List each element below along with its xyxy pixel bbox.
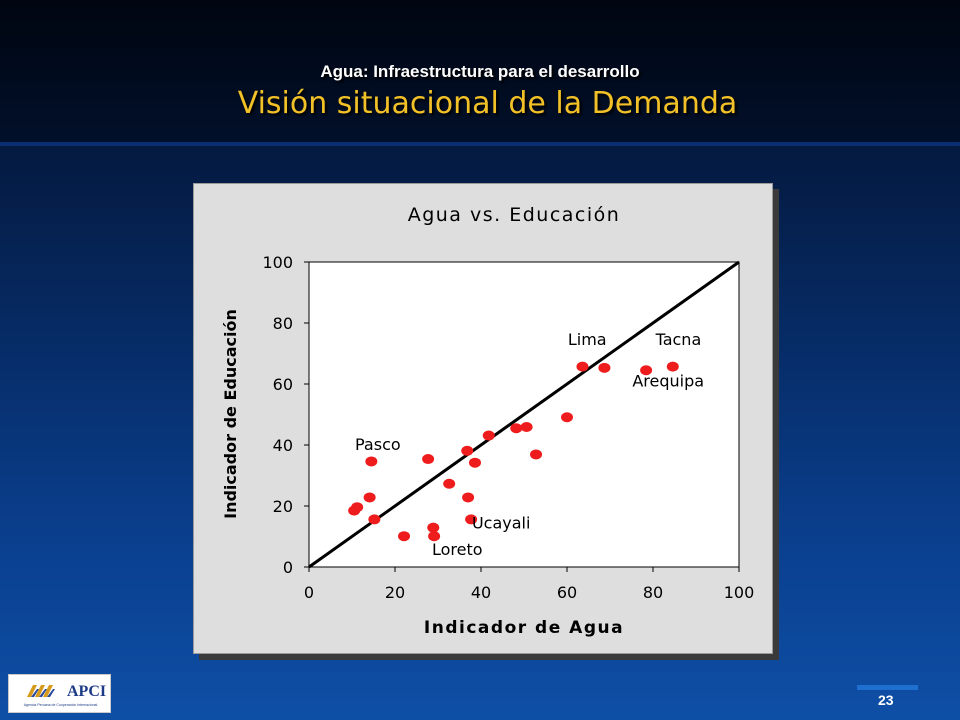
x-axis-label: Indicador de Agua	[424, 618, 624, 638]
x-tick-label: 20	[385, 583, 405, 602]
apci-logo-tagline: Agencia Peruana de Cooperación Internaci…	[23, 703, 98, 707]
apci-logo-mark-icon	[27, 685, 55, 697]
data-point	[666, 361, 679, 372]
data-point	[443, 478, 456, 489]
point-annotation: Lima	[568, 330, 607, 349]
reference-diagonal-line	[308, 260, 740, 569]
x-tick-label: 0	[304, 583, 314, 602]
data-point	[465, 514, 478, 525]
y-axis-label: Indicador de Educación	[221, 309, 240, 519]
y-tick-label: 80	[273, 314, 293, 333]
data-point	[530, 449, 543, 460]
point-annotation: Ucayali	[472, 514, 530, 533]
data-point	[351, 502, 364, 513]
y-tick-label: 60	[273, 375, 293, 394]
point-annotation: Arequipa	[632, 371, 704, 390]
y-tick-label: 100	[262, 253, 293, 272]
data-point	[368, 514, 381, 525]
header-band	[0, 0, 960, 142]
header-divider	[0, 142, 960, 146]
y-tick-label: 40	[273, 436, 293, 455]
slide-subtitle: Agua: Infraestructura para el desarrollo	[320, 62, 640, 81]
point-annotation: Tacna	[655, 330, 702, 349]
data-point	[598, 362, 611, 373]
point-annotation: Loreto	[432, 540, 483, 559]
data-point	[640, 365, 653, 376]
data-point	[428, 531, 441, 542]
point-annotation: Pasco	[355, 435, 401, 454]
data-point	[468, 457, 481, 468]
page-number: 23	[878, 692, 894, 708]
chart-title: Agua vs. Educación	[408, 204, 621, 226]
data-point	[427, 522, 440, 533]
y-axis-ticks: 0 20 40 60 80 100	[262, 253, 309, 577]
data-points	[348, 361, 679, 542]
data-point	[561, 412, 573, 423]
data-point	[482, 430, 495, 441]
scatter-chart: Agua vs. Educación 0 20 40 60 80 100 0 20 40 60 8…	[221, 204, 754, 638]
data-point	[520, 422, 533, 433]
chart-panel: Agua vs. Educación 0 20 40 60 80 100 0 20 40 60 8…	[193, 183, 773, 654]
x-tick-label: 40	[471, 583, 491, 602]
x-tick-label: 100	[724, 583, 755, 602]
apci-logo: APCI Agencia Peruana de Cooperación Inte…	[8, 674, 111, 713]
apci-logo-text: APCI	[67, 683, 107, 700]
data-point	[398, 531, 411, 542]
data-point	[363, 492, 376, 503]
page-number-bar	[857, 685, 918, 690]
data-point	[510, 423, 523, 434]
data-point	[576, 361, 589, 372]
data-point	[462, 492, 475, 503]
y-tick-label: 20	[273, 497, 293, 516]
x-tick-label: 60	[557, 583, 577, 602]
y-tick-label: 0	[283, 558, 293, 577]
data-point	[461, 445, 474, 456]
point-annotations: Lima Tacna Arequipa Pasco Ucayali Loreto	[355, 330, 704, 559]
data-point	[365, 456, 378, 467]
x-axis-ticks: 0 20 40 60 80 100	[304, 567, 754, 602]
data-point	[422, 454, 435, 465]
slide-title: Visión situacional de la Demanda	[237, 86, 738, 121]
x-tick-label: 80	[643, 583, 663, 602]
